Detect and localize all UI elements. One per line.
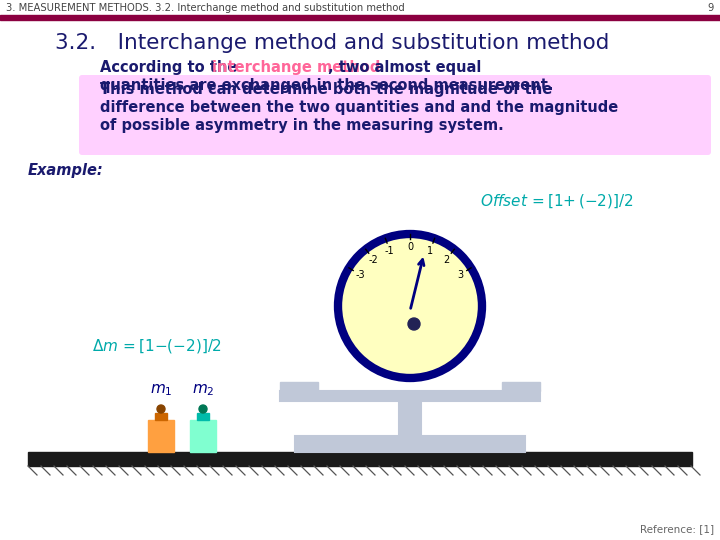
- Bar: [399, 401, 421, 436]
- FancyBboxPatch shape: [79, 75, 711, 155]
- Text: 9: 9: [708, 3, 714, 13]
- Bar: [190, 420, 216, 452]
- Bar: [280, 391, 540, 401]
- Text: 3.2. Interchange method and substitution method: 3.2. Interchange method and substitution…: [55, 33, 609, 53]
- Text: interchange method: interchange method: [212, 60, 380, 75]
- Text: -3: -3: [355, 270, 365, 280]
- Bar: [295, 436, 525, 452]
- Text: 0: 0: [407, 242, 413, 252]
- Text: Example:: Example:: [28, 163, 104, 178]
- Bar: [148, 420, 174, 452]
- Text: 3. MEASUREMENT METHODS. 3.2. Interchange method and substitution method: 3. MEASUREMENT METHODS. 3.2. Interchange…: [6, 3, 405, 13]
- Text: Reference: [1]: Reference: [1]: [640, 524, 714, 534]
- Bar: [28, 452, 692, 466]
- Bar: [155, 413, 167, 420]
- Text: According to the: According to the: [100, 60, 243, 75]
- Text: -2: -2: [369, 254, 379, 265]
- Circle shape: [338, 234, 482, 378]
- Circle shape: [157, 405, 165, 413]
- Text: $\mathit{Offset}\,{=}[1{+}\,({-}2)]/2$: $\mathit{Offset}\,{=}[1{+}\,({-}2)]/2$: [480, 192, 634, 210]
- Bar: [502, 382, 540, 391]
- Text: quantities are exchanged in the second measurement.: quantities are exchanged in the second m…: [100, 78, 554, 93]
- Text: -1: -1: [385, 246, 395, 255]
- Bar: [0, 15, 720, 20]
- Text: , two almost equal: , two almost equal: [328, 60, 482, 75]
- Bar: [280, 382, 318, 391]
- Bar: [0, 0, 720, 15]
- Circle shape: [408, 318, 420, 330]
- Text: difference between the two quantities and and the magnitude: difference between the two quantities an…: [100, 100, 618, 115]
- Text: $m_2$: $m_2$: [192, 382, 215, 398]
- Text: 2: 2: [444, 254, 449, 265]
- Text: of possible asymmetry in the measuring system.: of possible asymmetry in the measuring s…: [100, 118, 504, 133]
- Circle shape: [199, 405, 207, 413]
- Text: 1: 1: [427, 246, 433, 255]
- Text: $m_1$: $m_1$: [150, 382, 172, 398]
- Text: 3: 3: [457, 270, 463, 280]
- Text: $\Delta m\,{=}[1{-}({-}2)]/2$: $\Delta m\,{=}[1{-}({-}2)]/2$: [92, 337, 222, 355]
- Text: This method can determine both the magnitude of the: This method can determine both the magni…: [100, 82, 552, 97]
- Bar: [197, 413, 209, 420]
